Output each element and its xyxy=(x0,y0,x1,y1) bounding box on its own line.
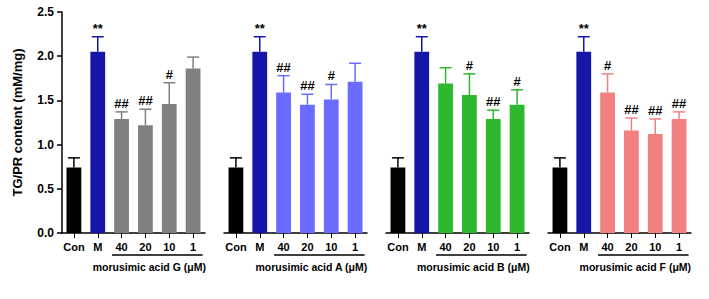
svg-text:##: ## xyxy=(300,78,315,93)
svg-text:##: ## xyxy=(114,96,129,111)
svg-text:**: ** xyxy=(417,21,428,36)
svg-text:10: 10 xyxy=(649,241,661,253)
svg-text:1.5: 1.5 xyxy=(37,93,54,107)
svg-text:**: ** xyxy=(255,21,266,36)
svg-text:10: 10 xyxy=(325,241,337,253)
svg-text:1: 1 xyxy=(190,241,196,253)
svg-text:##: ## xyxy=(276,60,291,75)
svg-text:10: 10 xyxy=(487,241,499,253)
svg-text:2.5: 2.5 xyxy=(37,5,54,19)
svg-text:20: 20 xyxy=(301,241,313,253)
svg-text:Con: Con xyxy=(387,241,409,253)
svg-text:morusimic acid G (μM): morusimic acid G (μM) xyxy=(93,261,206,273)
svg-text:##: ## xyxy=(138,93,153,108)
svg-text:**: ** xyxy=(93,21,104,36)
svg-text:1: 1 xyxy=(514,241,520,253)
svg-text:10: 10 xyxy=(163,241,175,253)
svg-text:0.5: 0.5 xyxy=(37,182,54,196)
svg-text:Con: Con xyxy=(549,241,571,253)
svg-text:#: # xyxy=(328,68,336,83)
svg-text:#: # xyxy=(513,74,521,89)
svg-text:0.0: 0.0 xyxy=(37,226,54,240)
svg-text:morusimic acid A (μM): morusimic acid A (μM) xyxy=(255,261,367,273)
svg-text:Con: Con xyxy=(225,241,247,253)
svg-text:40: 40 xyxy=(439,241,451,253)
svg-text:M: M xyxy=(93,241,102,253)
svg-text:##: ## xyxy=(624,102,639,117)
svg-text:20: 20 xyxy=(625,241,637,253)
svg-text:M: M xyxy=(255,241,264,253)
svg-text:1: 1 xyxy=(352,241,358,253)
svg-text:morusimic acid B (μM): morusimic acid B (μM) xyxy=(417,261,530,273)
svg-text:#: # xyxy=(166,67,174,82)
svg-text:40: 40 xyxy=(115,241,127,253)
svg-text:##: ## xyxy=(486,94,501,109)
svg-text:Con: Con xyxy=(63,241,85,253)
svg-text:40: 40 xyxy=(277,241,289,253)
svg-text:20: 20 xyxy=(463,241,475,253)
svg-text:**: ** xyxy=(579,21,590,36)
svg-text:#: # xyxy=(466,58,474,73)
svg-text:1.0: 1.0 xyxy=(37,138,54,152)
svg-text:1: 1 xyxy=(676,241,682,253)
svg-text:40: 40 xyxy=(601,241,613,253)
svg-text:morusimic acid F (μM): morusimic acid F (μM) xyxy=(580,261,691,273)
svg-text:##: ## xyxy=(672,96,687,111)
svg-text:#: # xyxy=(604,58,612,73)
svg-text:2.0: 2.0 xyxy=(37,49,54,63)
svg-text:TG/PR content (mM/mg): TG/PR content (mM/mg) xyxy=(10,48,25,196)
svg-text:##: ## xyxy=(648,103,663,118)
svg-text:M: M xyxy=(417,241,426,253)
svg-text:M: M xyxy=(579,241,588,253)
svg-text:20: 20 xyxy=(139,241,151,253)
